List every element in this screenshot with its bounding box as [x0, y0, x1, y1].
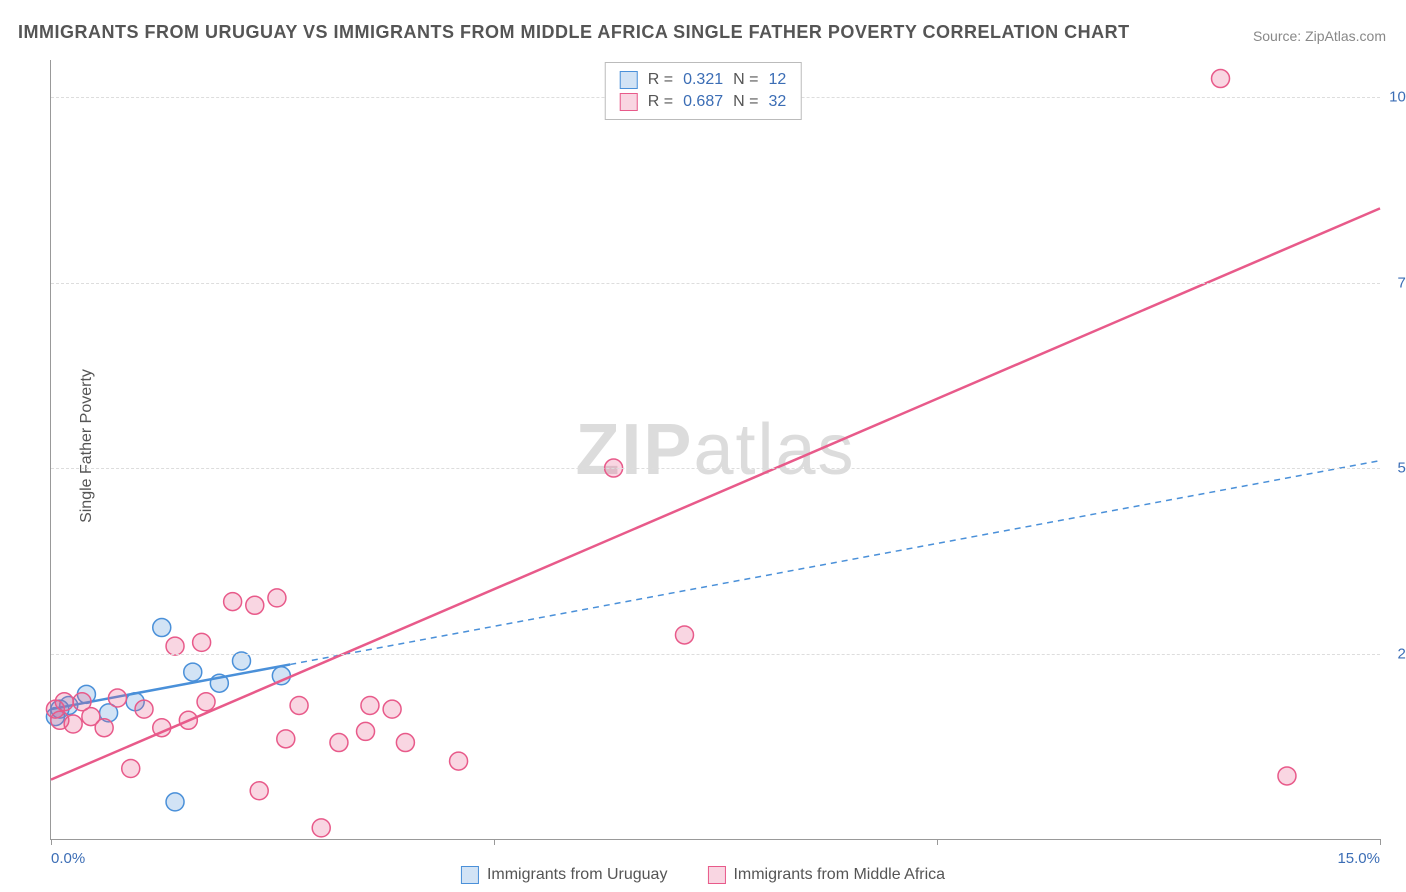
data-point: [193, 633, 211, 651]
x-tick: [51, 839, 52, 845]
data-point: [361, 696, 379, 714]
legend-item-uruguay: Immigrants from Uruguay: [461, 866, 668, 884]
data-point: [166, 637, 184, 655]
data-point: [64, 715, 82, 733]
swatch-uruguay-bottom: [461, 866, 479, 884]
data-point: [153, 719, 171, 737]
r-value-uruguay: 0.321: [683, 71, 723, 89]
r-value-middle-africa: 0.687: [683, 93, 723, 111]
n-label: N =: [733, 93, 758, 111]
r-label: R =: [648, 93, 673, 111]
data-point: [357, 722, 375, 740]
legend-label-uruguay: Immigrants from Uruguay: [487, 866, 668, 884]
n-value-middle-africa: 32: [768, 93, 786, 111]
legend-item-middle-africa: Immigrants from Middle Africa: [707, 866, 945, 884]
data-point: [1278, 767, 1296, 785]
swatch-middle-africa-bottom: [707, 866, 725, 884]
data-point: [184, 663, 202, 681]
x-tick: [1380, 839, 1381, 845]
data-point: [396, 734, 414, 752]
x-tick-label: 15.0%: [1337, 850, 1380, 867]
data-point: [55, 693, 73, 711]
data-point: [122, 760, 140, 778]
r-label: R =: [648, 71, 673, 89]
y-tick-label: 100.0%: [1385, 89, 1406, 106]
gridline: [51, 654, 1380, 655]
y-tick-label: 50.0%: [1385, 460, 1406, 477]
swatch-uruguay: [620, 71, 638, 89]
data-point: [312, 819, 330, 837]
data-point: [277, 730, 295, 748]
series-legend: Immigrants from Uruguay Immigrants from …: [461, 866, 945, 884]
chart-container: IMMIGRANTS FROM URUGUAY VS IMMIGRANTS FR…: [0, 0, 1406, 892]
data-point: [290, 696, 308, 714]
data-point: [108, 689, 126, 707]
x-tick: [494, 839, 495, 845]
gridline: [51, 283, 1380, 284]
correlation-row-middle-africa: R = 0.687 N = 32: [620, 91, 787, 113]
plot-area: ZIPatlas 25.0%50.0%75.0%100.0%0.0%15.0%: [50, 60, 1380, 840]
data-point: [450, 752, 468, 770]
y-tick-label: 25.0%: [1385, 645, 1406, 662]
data-point: [330, 734, 348, 752]
data-point: [232, 652, 250, 670]
correlation-row-uruguay: R = 0.321 N = 12: [620, 69, 787, 91]
swatch-middle-africa: [620, 93, 638, 111]
data-point: [675, 626, 693, 644]
x-tick-label: 0.0%: [51, 850, 85, 867]
n-value-uruguay: 12: [768, 71, 786, 89]
data-point: [179, 711, 197, 729]
data-point: [166, 793, 184, 811]
chart-title: IMMIGRANTS FROM URUGUAY VS IMMIGRANTS FR…: [18, 22, 1130, 43]
legend-label-middle-africa: Immigrants from Middle Africa: [733, 866, 945, 884]
data-point: [250, 782, 268, 800]
source-attribution: Source: ZipAtlas.com: [1253, 28, 1386, 44]
data-point: [224, 593, 242, 611]
correlation-legend: R = 0.321 N = 12 R = 0.687 N = 32: [605, 62, 802, 120]
y-tick-label: 75.0%: [1385, 274, 1406, 291]
data-point: [268, 589, 286, 607]
data-point: [135, 700, 153, 718]
data-point: [95, 719, 113, 737]
data-point: [197, 693, 215, 711]
n-label: N =: [733, 71, 758, 89]
x-tick: [937, 839, 938, 845]
data-point: [383, 700, 401, 718]
data-point: [210, 674, 228, 692]
data-point: [246, 596, 264, 614]
gridline: [51, 468, 1380, 469]
data-point: [1212, 70, 1230, 88]
plot-svg: [51, 60, 1380, 839]
data-point: [153, 619, 171, 637]
